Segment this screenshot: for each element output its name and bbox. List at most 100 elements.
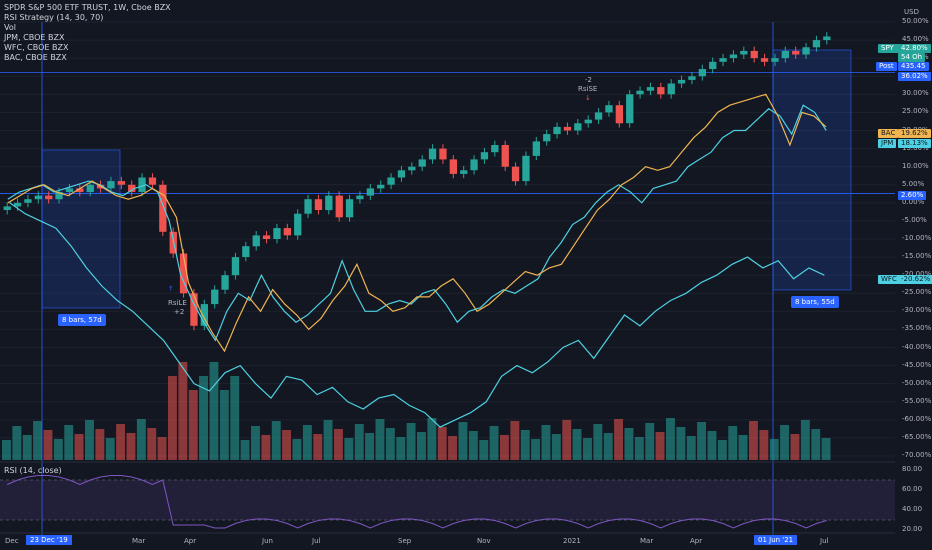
volume-bar xyxy=(520,430,530,460)
volume-bar xyxy=(22,435,32,460)
volume-bar xyxy=(510,421,520,460)
candle-body xyxy=(148,177,157,185)
series-line-jpm xyxy=(7,104,827,342)
price-axis-tick: -10.00% xyxy=(902,234,932,242)
price-axis-tick: -70.00% xyxy=(902,451,932,459)
candle-body xyxy=(605,105,613,113)
range-box-right xyxy=(772,49,852,291)
time-axis-tick: Apr xyxy=(184,537,197,545)
candle-body xyxy=(55,192,63,200)
date-highlight-right: 01 Jun '21 xyxy=(754,535,798,545)
candle-body xyxy=(325,195,333,211)
time-axis-tick: Mar xyxy=(132,537,146,545)
candle-body xyxy=(626,94,634,124)
candle-body xyxy=(76,188,84,192)
rsi-legend[interactable]: RSI (14, close) xyxy=(4,466,62,475)
price-axis-tick: 50.00% xyxy=(902,17,929,25)
time-axis-tick: Mar xyxy=(640,537,654,545)
volume-bar xyxy=(583,438,592,460)
candle-body xyxy=(221,275,229,290)
volume-bar xyxy=(95,429,105,460)
volume-bar xyxy=(136,419,146,460)
time-axis-tick: Sep xyxy=(398,537,412,545)
range-label-right[interactable]: 8 bars, 55d xyxy=(791,296,839,308)
rsi-axis-tick: 40.00 xyxy=(902,505,923,513)
volume-bar xyxy=(33,421,42,460)
chart-legend: SPDR S&P 500 ETF TRUST, 1W, Cboe BZX RSI… xyxy=(4,3,171,63)
bac-badge-value: 19.62% xyxy=(898,129,931,138)
candle-body xyxy=(501,145,509,167)
candle-body xyxy=(294,213,302,236)
candle-body xyxy=(231,257,240,276)
candle-body xyxy=(304,199,312,214)
volume-bar xyxy=(282,430,291,460)
candle-body xyxy=(480,152,489,160)
short-entry-label[interactable]: RsiSE xyxy=(578,85,598,93)
candle-body xyxy=(646,87,655,91)
volume-bar xyxy=(385,428,395,460)
spy-badge-name: SPY xyxy=(878,44,899,53)
candle-body xyxy=(13,202,22,207)
candle-body xyxy=(335,195,343,218)
candle-body xyxy=(781,50,789,59)
volume-bar xyxy=(593,424,603,460)
candle-body xyxy=(117,181,125,185)
candle-body xyxy=(128,184,136,192)
volume-bar xyxy=(676,427,686,460)
volume-bar xyxy=(458,422,468,460)
series-line-wfc xyxy=(9,202,825,428)
candle-body xyxy=(657,87,665,95)
series-line-bac xyxy=(7,93,827,353)
price-axis-tick: -30.00% xyxy=(902,306,932,315)
candle-body xyxy=(760,58,769,62)
time-axis-tick: Jun xyxy=(262,537,273,545)
volume-bar xyxy=(531,439,540,460)
long-entry-label[interactable]: RsiLE xyxy=(168,299,187,307)
jpm-badge-value: 18.13% xyxy=(898,139,931,148)
post-pct-badge: 36.02% xyxy=(898,72,931,81)
spy-badge-value: 42.80% xyxy=(898,44,931,53)
candle-body xyxy=(750,50,758,59)
legend-strategy[interactable]: RSI Strategy (14, 30, 70) xyxy=(4,13,104,22)
volume-bar xyxy=(707,431,717,460)
time-axis-tick: Jul xyxy=(312,537,321,545)
volume-bar xyxy=(769,439,779,460)
volume-bar xyxy=(313,434,323,460)
range-label-left[interactable]: 8 bars, 57d xyxy=(58,314,106,326)
candle-body xyxy=(397,170,406,178)
legend-title[interactable]: SPDR S&P 500 ETF TRUST, 1W, Cboe BZX xyxy=(4,3,171,12)
price-axis-tick: 10.00% xyxy=(902,161,929,170)
price-axis-tick: -45.00% xyxy=(902,360,932,369)
legend-vol[interactable]: Vol xyxy=(4,23,16,32)
candle-body xyxy=(522,155,530,182)
rsi-axis-tick: 20.00 xyxy=(902,525,923,533)
candle-body xyxy=(709,61,717,69)
volume-bar xyxy=(157,437,167,460)
volume-bar xyxy=(634,437,644,460)
volume-bar xyxy=(500,435,509,460)
range-box-left xyxy=(41,149,121,309)
candle-body xyxy=(771,58,779,62)
candle-body xyxy=(740,50,748,55)
rsi-axis-tick: 80.00 xyxy=(902,465,923,473)
candle-body xyxy=(719,58,727,62)
price-axis-tick: -15.00% xyxy=(902,252,932,261)
candle-body xyxy=(314,199,323,210)
volume-bar xyxy=(64,425,74,460)
candle-body xyxy=(615,105,623,124)
volume-bar xyxy=(738,435,748,460)
time-axis-tick: Dec xyxy=(5,537,19,545)
candle-body xyxy=(45,195,53,200)
price-axis-tick: -35.00% xyxy=(902,324,932,333)
legend-wfc[interactable]: WFC, CBOE BZX xyxy=(4,43,69,52)
volume-bar xyxy=(697,422,706,460)
volume-bar xyxy=(323,420,333,460)
legend-bac[interactable]: BAC, CBOE BZX xyxy=(4,53,67,62)
candle-body xyxy=(470,159,478,171)
volume-bar xyxy=(572,429,582,460)
candle-body xyxy=(86,184,94,192)
volume-bar xyxy=(334,429,343,460)
legend-jpm[interactable]: JPM, CBOE BZX xyxy=(4,33,65,42)
